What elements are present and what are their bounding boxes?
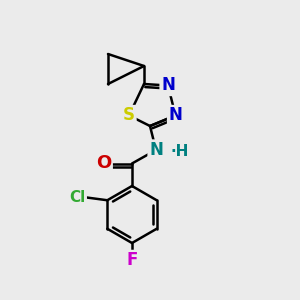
- Text: ·H: ·H: [171, 144, 189, 159]
- Text: N: N: [149, 141, 163, 159]
- Text: N: N: [161, 76, 175, 94]
- Text: N: N: [169, 106, 182, 124]
- Text: F: F: [126, 251, 138, 269]
- Text: Cl: Cl: [69, 190, 85, 205]
- Text: S: S: [123, 106, 135, 124]
- Text: O: O: [96, 154, 111, 172]
